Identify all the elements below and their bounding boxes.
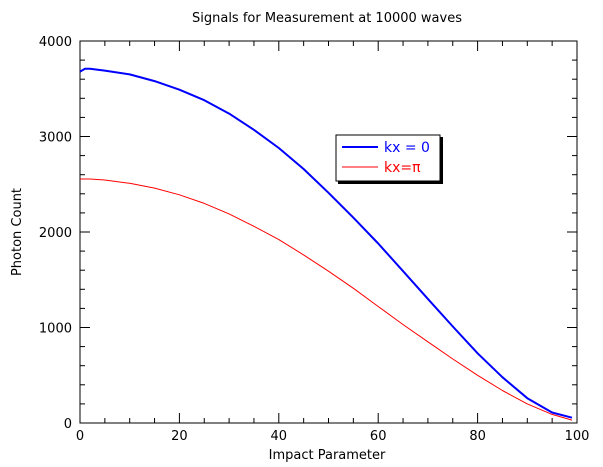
y-tick-label: 3000 bbox=[39, 131, 72, 146]
x-tick-label: 0 bbox=[76, 429, 84, 444]
legend-label-1: kx = 0 bbox=[384, 140, 430, 156]
y-tick-label: 1000 bbox=[39, 322, 72, 337]
y-axis-label: Photon Count bbox=[10, 188, 25, 276]
y-tick-label: 2000 bbox=[39, 226, 72, 241]
plot-frame bbox=[79, 40, 578, 424]
x-axis: 0 20 40 60 80 100 bbox=[76, 41, 590, 444]
legend-shadow-bottom bbox=[338, 181, 443, 184]
x-tick-label: 60 bbox=[370, 429, 387, 444]
y-tick-label: 0 bbox=[64, 417, 72, 432]
series-layer bbox=[79, 67, 573, 421]
legend: kx = 0 kx=π bbox=[335, 134, 443, 184]
x-tick-label: 40 bbox=[271, 429, 288, 444]
legend-shadow bbox=[440, 137, 443, 183]
x-axis-label: Impact Parameter bbox=[269, 448, 386, 463]
x-tick-label: 100 bbox=[565, 429, 590, 444]
series-line-2 bbox=[80, 178, 573, 421]
y-axis: 0 1000 2000 3000 4000 bbox=[39, 35, 577, 432]
x-tick-label: 80 bbox=[469, 429, 486, 444]
legend-label-2: kx=π bbox=[384, 160, 421, 176]
x-tick-label: 20 bbox=[171, 429, 188, 444]
chart-title: Signals for Measurement at 10000 waves bbox=[192, 11, 462, 26]
legend-box bbox=[335, 134, 441, 182]
y-tick-label: 4000 bbox=[39, 35, 72, 50]
series-line-1 bbox=[79, 67, 573, 419]
